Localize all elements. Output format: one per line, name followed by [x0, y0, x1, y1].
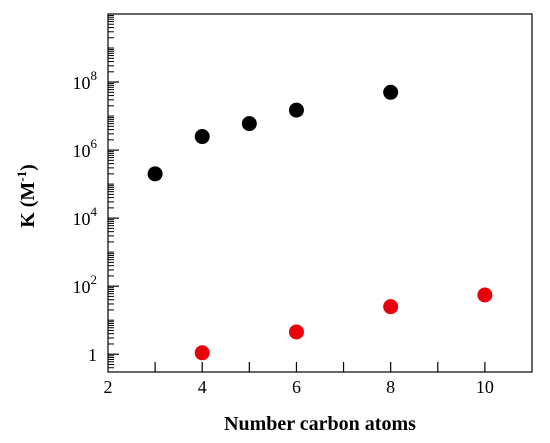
x-ticks: 2 4 6 8 10 — [104, 362, 494, 397]
y-tick-label: 1 — [88, 345, 97, 365]
y-tick-label: 108 — [73, 68, 98, 93]
y-minor-ticks — [108, 15, 114, 373]
y-tick-label: 106 — [73, 136, 98, 161]
plot-frame — [107, 13, 533, 373]
x-axis-label: Number carbon atoms — [224, 413, 416, 435]
data-point-series-2 — [383, 299, 399, 315]
y-tick-label: 104 — [73, 204, 98, 229]
x-tick-label: 6 — [292, 377, 301, 397]
data-point-series-1 — [147, 166, 163, 182]
x-tick-label: 10 — [476, 377, 494, 397]
data-point-series-2 — [288, 324, 304, 340]
data-point-series-1 — [241, 116, 257, 132]
x-tick-label: 4 — [198, 377, 207, 397]
data-point-series-1 — [288, 102, 304, 118]
y-axis-label: K (M-1) — [14, 164, 39, 228]
data-point-series-2 — [477, 287, 493, 303]
data-points — [147, 84, 493, 361]
y-tick-label: 102 — [73, 272, 98, 297]
x-tick-label: 8 — [386, 377, 395, 397]
data-point-series-1 — [194, 129, 210, 145]
data-point-series-2 — [194, 345, 210, 361]
y-ticks: 1 102 104 106 108 — [73, 68, 119, 365]
data-point-series-1 — [383, 84, 399, 100]
x-tick-label: 2 — [104, 377, 113, 397]
